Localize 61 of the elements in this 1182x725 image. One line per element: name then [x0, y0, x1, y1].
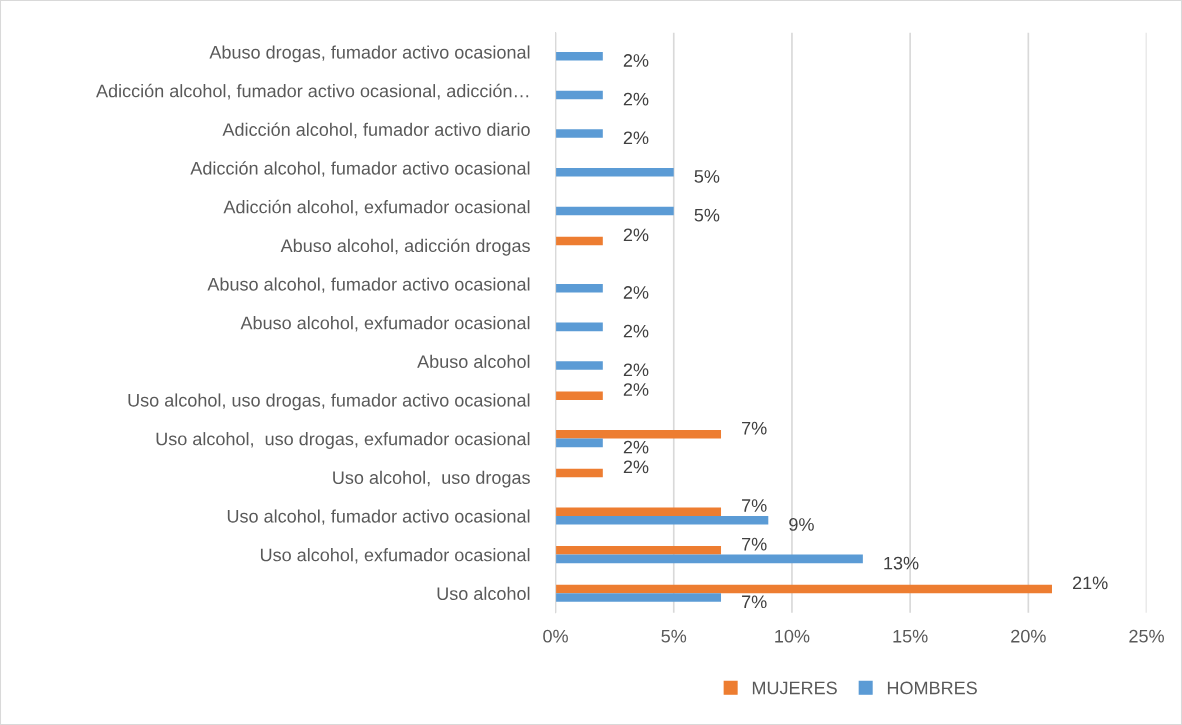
data-label: 2% [623, 286, 649, 299]
y-tick-label: Abuso drogas, fumador activo ocasional [209, 45, 530, 63]
data-label: 2% [623, 92, 649, 106]
bar [555, 391, 603, 400]
data-label: 2% [623, 363, 649, 377]
data-label: 2% [623, 383, 649, 396]
y-tick-label: Adicción alcohol, fumador activo diario [222, 122, 530, 139]
data-label: 7% [742, 595, 767, 609]
bar [555, 167, 674, 177]
x-tick-label: 0% [543, 629, 568, 643]
bar [555, 546, 722, 555]
data-label: 2% [623, 131, 649, 145]
y-tick-label: Abuso alcohol, adicción drogas [280, 238, 530, 256]
bar [555, 584, 1052, 594]
data-label: 7% [742, 421, 767, 435]
data-label: 2% [623, 228, 649, 242]
data-label: 2% [623, 54, 649, 67]
bar [555, 593, 722, 602]
bar [555, 236, 603, 246]
data-label: 2% [623, 440, 649, 454]
bar [555, 51, 603, 61]
bar [555, 507, 722, 516]
y-tick-label: Abuso alcohol [417, 354, 530, 369]
y-tick-label: Uso alcohol, uso drogas [333, 470, 530, 488]
y-tick-label: Uso alcohol, exfumador ocasional [260, 548, 530, 564]
x-tick-label: 15% [893, 629, 928, 643]
x-tick-label: 10% [775, 629, 810, 643]
bar [555, 438, 603, 448]
y-tick-label: Uso alcohol, uso drogas, exfumador ocasional [156, 432, 530, 449]
bar [555, 283, 603, 293]
y-tick-label: Uso alcohol, uso drogas, fumador activo ocasional [128, 393, 530, 411]
data-label: 21% [1072, 576, 1108, 590]
x-tick-label: 25% [1129, 629, 1164, 643]
data-label: 5% [694, 208, 720, 222]
data-label: 2% [623, 460, 649, 474]
data-label: 7% [742, 499, 767, 512]
bar [555, 322, 603, 332]
data-label: 2% [623, 324, 649, 338]
legend-label: MUJERES [752, 681, 837, 695]
bar [555, 515, 769, 525]
bar [555, 430, 722, 439]
bar [555, 206, 674, 216]
y-tick-label: Adicción alcohol, fumador activo ocasional [190, 161, 530, 177]
data-label: 13% [884, 556, 919, 570]
bar [555, 361, 603, 370]
y-tick-label: Uso alcohol, fumador activo ocasional [227, 509, 530, 525]
bar [555, 468, 603, 478]
legend-label: HOMBRES [887, 681, 977, 695]
data-label: 5% [694, 170, 720, 183]
bar [555, 129, 603, 138]
bar [555, 90, 603, 100]
bar [555, 554, 863, 564]
data-label: 7% [742, 537, 767, 551]
x-tick-label: 20% [1011, 629, 1046, 643]
y-tick-label: Abuso alcohol, exfumador ocasional [240, 316, 530, 332]
y-tick-label: Adicción alcohol, exfumador ocasional [223, 199, 530, 216]
data-label: 9% [789, 518, 814, 531]
y-tick-label: Abuso alcohol, fumador activo ocasional [207, 277, 530, 293]
y-tick-label: Adicción alcohol, fumador activo ocasional, adicción… [96, 83, 529, 100]
y-tick-label: Uso alcohol [437, 586, 530, 601]
x-tick-label: 5% [661, 629, 687, 643]
